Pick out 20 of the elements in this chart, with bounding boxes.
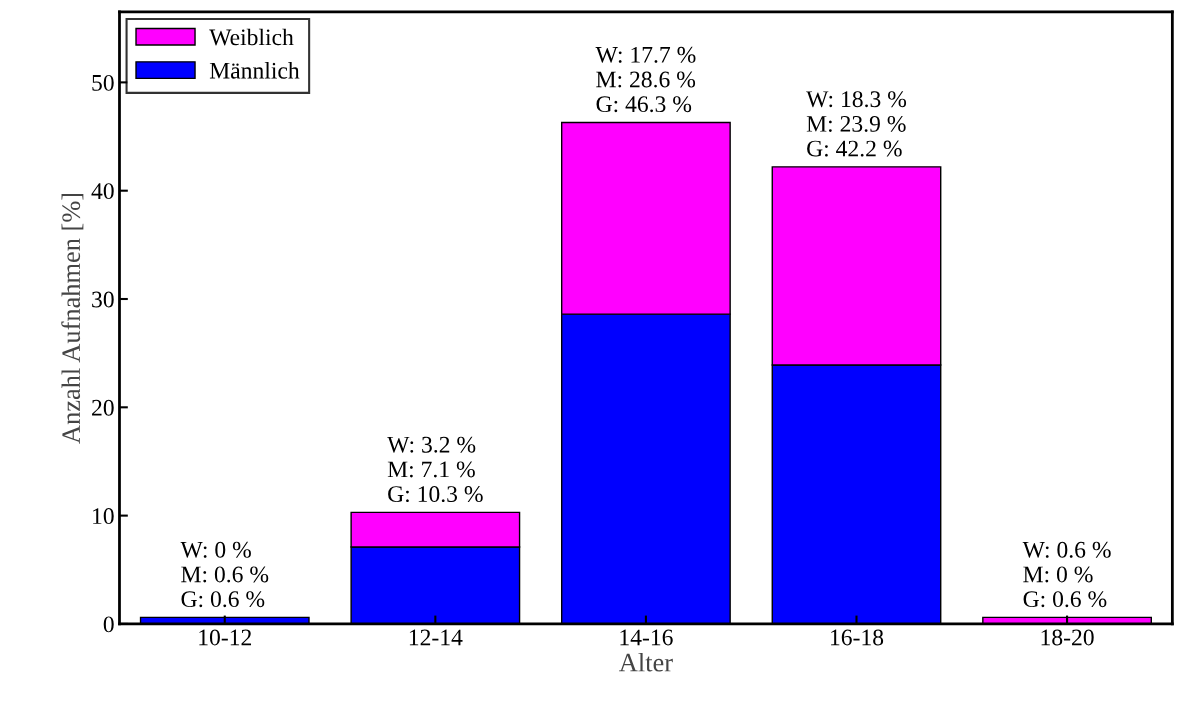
y-tick-label: 40 [91,183,114,200]
x-tick-label: 14-16 [620,629,673,646]
annotation: W: 3.2 % M: 7.1 % G: 10.3 % [387,436,483,503]
y-tick-label: 30 [92,291,114,308]
x-tick-label: 10-12 [199,629,252,646]
annotation: W: 0 % M: 0.6 % G: 0.6 % [180,541,269,608]
y-tick-label: 50 [92,74,114,91]
y-tick-label: 10 [93,508,114,525]
y-axis-title: Anzahl Aufnahmen [%] [61,193,84,444]
y-tick-label: 20 [92,399,114,416]
legend-label: Männlich [209,62,300,79]
annotation: W: 0.6 % M: 0 % G: 0.6 % [1022,541,1111,608]
legend-label: Weiblich [209,28,294,46]
y-tick-label: 0 [103,616,114,633]
x-tick-label: 18-20 [1041,629,1094,646]
x-tick-label: 12-14 [409,629,463,646]
x-tick-label: 16-18 [831,629,884,646]
x-axis-title: Alter [619,652,673,672]
annotation: W: 18.3 % M: 23.9 % G: 42.2 % [806,91,907,157]
annotation: W: 17.7 % M: 28.6 % G: 46.3 % [595,46,696,113]
